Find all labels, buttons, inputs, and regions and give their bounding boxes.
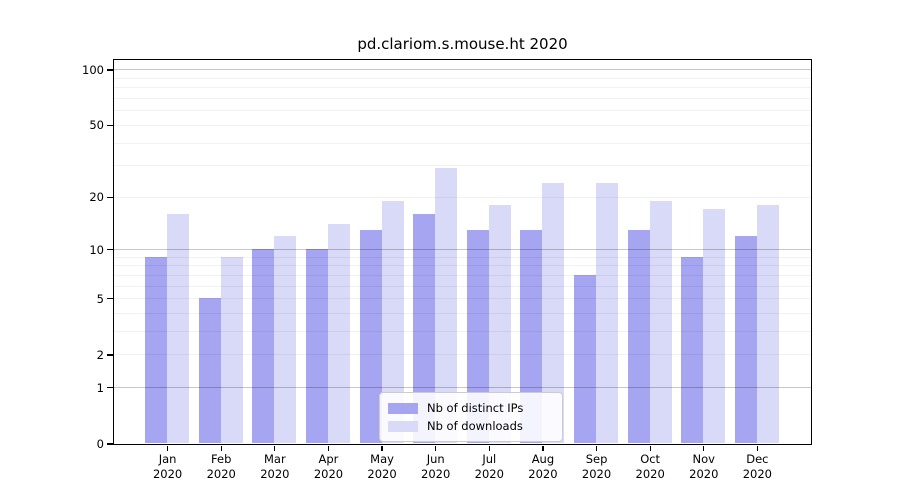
bar-nb-of-downloads-nov bbox=[703, 209, 726, 444]
y-tick-label-2: 2 bbox=[96, 347, 104, 362]
x-tick-label-feb: Feb 2020 bbox=[206, 452, 236, 481]
y-tick-2 bbox=[107, 354, 113, 356]
bar-nb-of-distinct-ips-aug bbox=[520, 229, 543, 444]
x-tick-label-aug: Aug 2020 bbox=[528, 452, 558, 481]
bar-nb-of-downloads-feb bbox=[220, 256, 243, 444]
y-tick-100 bbox=[107, 69, 113, 71]
x-tick-label-jun: Jun 2020 bbox=[421, 452, 451, 481]
chart-title: pd.clariom.s.mouse.ht 2020 bbox=[357, 35, 568, 53]
bar-nb-of-downloads-mar bbox=[274, 235, 297, 444]
gridline-major-1 bbox=[113, 387, 811, 389]
y-tick-label-1: 1 bbox=[96, 380, 104, 395]
gridline-minor-9 bbox=[113, 256, 811, 258]
y-tick-1 bbox=[107, 387, 113, 389]
gridline-major-10 bbox=[113, 249, 811, 251]
gridline-minor-90 bbox=[113, 77, 811, 79]
y-tick-10 bbox=[107, 249, 113, 251]
x-tick-jan bbox=[166, 445, 169, 451]
gridline-minor-30 bbox=[113, 165, 811, 167]
gridline-minor-7 bbox=[113, 274, 811, 276]
x-tick-oct bbox=[649, 445, 651, 451]
bar-nb-of-downloads-jan bbox=[167, 213, 190, 444]
legend: Nb of distinct IPs Nb of downloads bbox=[379, 392, 563, 442]
y-tick-label-5: 5 bbox=[96, 291, 104, 306]
gridline-minor-50 bbox=[113, 124, 811, 126]
bar-nb-of-downloads-jul bbox=[488, 204, 511, 444]
gridline-minor-4 bbox=[113, 313, 811, 315]
gridline-minor-5 bbox=[113, 298, 811, 300]
gridline-minor-3 bbox=[113, 331, 811, 333]
bar-nb-of-distinct-ips-may bbox=[359, 229, 382, 444]
bar-nb-of-downloads-oct bbox=[649, 200, 672, 444]
y-tick-50 bbox=[107, 124, 113, 126]
x-tick-label-apr: Apr 2020 bbox=[313, 452, 344, 481]
x-tick-label-dec: Dec 2020 bbox=[742, 452, 773, 481]
gridline-minor-2 bbox=[113, 354, 811, 356]
legend-swatch-downloads bbox=[388, 420, 418, 432]
bar-nb-of-downloads-apr bbox=[327, 224, 350, 444]
gridline-minor-40 bbox=[113, 142, 811, 144]
y-tick-label-20: 20 bbox=[89, 190, 104, 205]
x-tick-sep bbox=[595, 445, 598, 451]
bar-nb-of-distinct-ips-apr bbox=[305, 249, 328, 444]
bar-nb-of-distinct-ips-dec bbox=[734, 235, 757, 444]
y-tick-label-10: 10 bbox=[89, 242, 104, 257]
gridline-minor-80 bbox=[113, 87, 811, 89]
legend-swatch-distinct-ips bbox=[388, 402, 418, 414]
gridline-major-100 bbox=[113, 69, 811, 71]
bar-nb-of-distinct-ips-jan bbox=[145, 256, 168, 444]
y-tick-label-0: 0 bbox=[96, 437, 104, 451]
bar-nb-of-distinct-ips-jul bbox=[466, 229, 489, 444]
bar-nb-of-downloads-sep bbox=[596, 182, 619, 444]
bar-nb-of-downloads-may bbox=[381, 200, 404, 444]
x-tick-nov bbox=[703, 445, 705, 451]
y-tick-0 bbox=[107, 443, 113, 445]
y-tick-label-50: 50 bbox=[89, 118, 104, 133]
x-tick-label-oct: Oct 2020 bbox=[635, 452, 665, 481]
x-tick-dec bbox=[756, 445, 759, 451]
x-tick-label-jul: Jul 2020 bbox=[474, 452, 504, 481]
gridline-minor-60 bbox=[113, 110, 811, 112]
bars-layer bbox=[114, 60, 811, 444]
bar-nb-of-distinct-ips-jun bbox=[413, 213, 436, 444]
bar-nb-of-distinct-ips-feb bbox=[198, 298, 221, 444]
x-tick-may bbox=[381, 445, 383, 451]
x-tick-feb bbox=[220, 445, 222, 451]
legend-item-downloads: Nb of downloads bbox=[388, 417, 552, 435]
y-tick-5 bbox=[107, 298, 113, 300]
plot-area bbox=[112, 58, 812, 445]
gridline-minor-6 bbox=[113, 285, 811, 287]
gridline-minor-8 bbox=[113, 265, 811, 267]
x-tick-jul bbox=[488, 445, 490, 451]
legend-label-downloads: Nb of downloads bbox=[427, 419, 523, 433]
x-tick-aug bbox=[542, 445, 544, 451]
legend-item-distinct-ips: Nb of distinct IPs bbox=[388, 399, 552, 417]
gridline-minor-20 bbox=[113, 196, 811, 198]
legend-label-distinct-ips: Nb of distinct IPs bbox=[427, 401, 524, 415]
bar-nb-of-downloads-dec bbox=[756, 204, 779, 444]
x-tick-label-nov: Nov 2020 bbox=[689, 452, 719, 481]
bar-nb-of-downloads-jun bbox=[435, 167, 458, 444]
x-tick-mar bbox=[274, 445, 276, 451]
y-tick-label-100: 100 bbox=[82, 62, 104, 77]
y-tick-20 bbox=[107, 196, 113, 198]
x-tick-label-may: May 2020 bbox=[367, 452, 397, 481]
gridline-minor-70 bbox=[113, 98, 811, 100]
bar-nb-of-distinct-ips-sep bbox=[574, 274, 597, 444]
bar-nb-of-distinct-ips-mar bbox=[252, 249, 275, 444]
bar-nb-of-distinct-ips-nov bbox=[681, 256, 704, 444]
x-tick-label-mar: Mar 2020 bbox=[260, 452, 290, 481]
x-tick-apr bbox=[327, 445, 330, 451]
bar-nb-of-downloads-aug bbox=[542, 182, 565, 444]
bar-nb-of-distinct-ips-oct bbox=[627, 229, 650, 444]
x-tick-label-jan: Jan 2020 bbox=[152, 452, 183, 481]
x-tick-label-sep: Sep 2020 bbox=[581, 452, 612, 481]
x-tick-jun bbox=[435, 445, 437, 451]
grid-layer bbox=[113, 60, 811, 444]
